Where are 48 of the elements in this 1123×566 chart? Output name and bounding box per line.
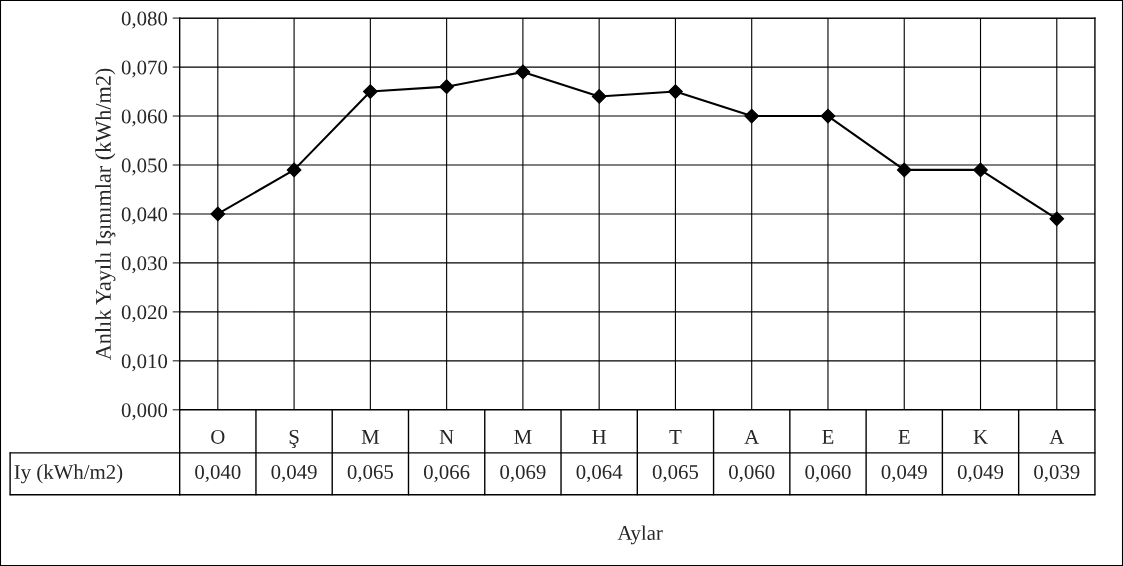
data-label: 0,039 <box>1034 464 1080 483</box>
data-label: 0,065 <box>347 464 393 483</box>
point <box>744 108 760 124</box>
y-tick-label: 0,080 <box>121 11 168 29</box>
point <box>210 206 226 222</box>
x-tick-label: E <box>898 430 910 444</box>
data-label: 0,049 <box>957 464 1004 483</box>
y-axis-title: Anlık Yayılı Işınımlar (kWh/m2) <box>95 68 116 361</box>
data-label: 0,049 <box>271 464 317 483</box>
y-tick-label: 0,060 <box>121 109 168 127</box>
point <box>286 162 302 178</box>
point <box>362 84 378 99</box>
x-tick-label: A <box>1049 429 1065 444</box>
point <box>896 162 912 178</box>
point <box>1049 211 1065 227</box>
y-tick-label: 0,030 <box>121 256 168 274</box>
data-label: 0,066 <box>423 464 470 483</box>
x-tick-label: O <box>211 429 225 444</box>
data-label: 0,040 <box>195 464 241 483</box>
x-tick-label: N <box>439 430 454 444</box>
y-tick-label: 0,040 <box>121 207 168 225</box>
point <box>439 79 455 95</box>
data-label: 0,060 <box>805 464 851 483</box>
data-label: 0,060 <box>729 464 775 483</box>
x-axis-title: Aylar <box>617 525 663 545</box>
x-tick-label: M <box>514 430 532 444</box>
x-tick-label: H <box>592 430 607 444</box>
y-tick-label: 0,000 <box>121 403 168 421</box>
point <box>591 89 607 104</box>
x-tick-label: E <box>822 430 834 444</box>
y-tick-label: 0,010 <box>121 354 168 372</box>
data-label: 0,069 <box>500 464 546 483</box>
point <box>668 84 683 99</box>
x-tick-label: A <box>744 429 760 444</box>
x-tick-label: T <box>669 430 682 444</box>
y-tick-label: 0,020 <box>121 305 168 323</box>
point <box>515 64 531 80</box>
x-tick-label: K <box>973 430 988 444</box>
data-label: 0,064 <box>576 464 623 483</box>
data-label: 0,065 <box>652 464 699 483</box>
x-tick-label: Ş <box>289 429 299 449</box>
y-tick-label: 0,050 <box>121 158 168 176</box>
y-tick-label: 0,070 <box>121 60 168 78</box>
point <box>973 162 988 178</box>
legend-label: Iy (kWh/m2) <box>14 464 123 484</box>
x-tick-label: M <box>361 430 380 444</box>
point <box>820 108 836 124</box>
data-label: 0,049 <box>881 464 927 483</box>
